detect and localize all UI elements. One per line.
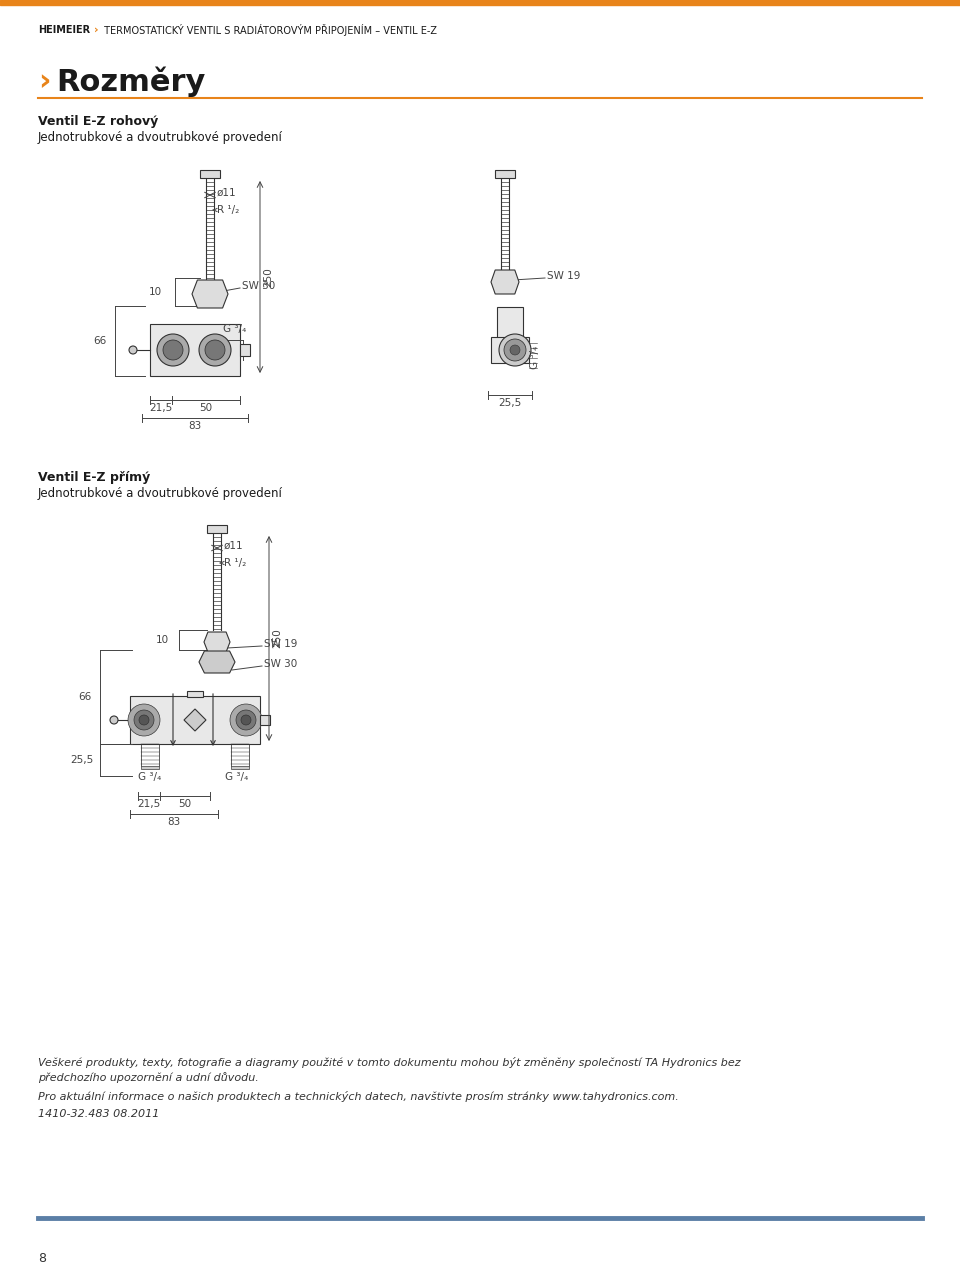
Circle shape: [134, 710, 154, 730]
Bar: [260, 715, 270, 725]
Text: G ³/₄: G ³/₄: [223, 324, 247, 334]
Text: 66: 66: [93, 336, 107, 346]
Text: Ventil E-Z rohový: Ventil E-Z rohový: [38, 116, 158, 129]
Circle shape: [205, 340, 225, 360]
Text: TERMOSTATICKÝ VENTIL S RADIÁTOROVÝM PŘIPOJENÍM – VENTIL E-Z: TERMOSTATICKÝ VENTIL S RADIÁTOROVÝM PŘIP…: [101, 24, 437, 36]
Bar: [495, 170, 515, 177]
Text: 21,5: 21,5: [150, 403, 173, 413]
Text: R ¹/₂: R ¹/₂: [224, 558, 247, 568]
Text: ›: ›: [38, 67, 51, 96]
Bar: [130, 696, 260, 745]
Text: předchozího upozornění a udní důvodu.: předchozího upozornění a udní důvodu.: [38, 1073, 259, 1083]
Bar: [497, 307, 523, 345]
Text: E: E: [193, 719, 197, 724]
Circle shape: [499, 334, 531, 367]
Text: ›: ›: [94, 24, 99, 35]
Bar: [0, 0, 960, 5]
Bar: [240, 343, 250, 356]
Bar: [207, 525, 227, 532]
Text: R ¹/₂: R ¹/₂: [217, 204, 239, 215]
Text: 250: 250: [272, 629, 282, 648]
Text: Veškeré produkty, texty, fotografie a diagramy použité v tomto dokumentu mohou b: Veškeré produkty, texty, fotografie a di…: [38, 1057, 740, 1067]
Bar: [150, 324, 240, 376]
Text: 21,5: 21,5: [137, 799, 160, 809]
Circle shape: [139, 715, 149, 725]
Text: SW 30: SW 30: [264, 658, 298, 669]
Circle shape: [510, 345, 520, 355]
Text: Pro aktuální informace o našich produktech a technických datech, navštivte prosí: Pro aktuální informace o našich produkte…: [38, 1091, 679, 1102]
Circle shape: [241, 715, 251, 725]
Text: Rozměry: Rozměry: [56, 67, 205, 98]
Text: 8: 8: [38, 1251, 46, 1264]
Polygon shape: [204, 631, 230, 652]
Bar: [231, 766, 249, 769]
Text: 50: 50: [200, 403, 212, 413]
Text: 25,5: 25,5: [70, 755, 94, 765]
Text: 83: 83: [188, 421, 202, 431]
Circle shape: [236, 710, 256, 730]
Polygon shape: [199, 651, 235, 673]
Bar: [200, 170, 220, 177]
Text: G ³/₄: G ³/₄: [530, 346, 540, 369]
Circle shape: [157, 334, 189, 367]
Polygon shape: [491, 270, 519, 294]
Circle shape: [129, 346, 137, 354]
Polygon shape: [184, 709, 206, 730]
Text: G ³/₄: G ³/₄: [225, 772, 249, 782]
Text: T: T: [193, 712, 197, 718]
Bar: [491, 337, 529, 363]
Text: 10: 10: [149, 287, 161, 297]
Text: 1410-32.483 08.2011: 1410-32.483 08.2011: [38, 1109, 159, 1119]
Polygon shape: [192, 280, 228, 309]
Text: Jednotrubkové a dvoutrubkové provedení: Jednotrubkové a dvoutrubkové provedení: [38, 487, 283, 500]
Text: G ³/₄: G ³/₄: [138, 772, 161, 782]
Text: SW 19: SW 19: [264, 639, 298, 649]
Text: 66: 66: [79, 692, 91, 702]
Text: SW 19: SW 19: [547, 271, 581, 282]
Text: 10: 10: [156, 635, 169, 646]
Text: 83: 83: [167, 817, 180, 827]
Text: 250: 250: [263, 267, 273, 287]
Text: ø11: ø11: [217, 188, 236, 198]
Bar: [141, 766, 159, 769]
Text: Ventil E-Z přímý: Ventil E-Z přímý: [38, 472, 151, 485]
Text: Jednotrubkové a dvoutrubkové provedení: Jednotrubkové a dvoutrubkové provedení: [38, 131, 283, 144]
Circle shape: [163, 340, 183, 360]
Circle shape: [199, 334, 231, 367]
Circle shape: [110, 716, 118, 724]
Text: 50: 50: [179, 799, 192, 809]
Text: SW 30: SW 30: [242, 282, 276, 291]
Circle shape: [504, 340, 526, 361]
Circle shape: [230, 703, 262, 736]
Text: 25,5: 25,5: [498, 397, 521, 408]
Bar: [187, 691, 203, 697]
Text: HEIMEIER: HEIMEIER: [38, 24, 90, 35]
Circle shape: [128, 703, 160, 736]
Text: ø11: ø11: [224, 541, 244, 550]
